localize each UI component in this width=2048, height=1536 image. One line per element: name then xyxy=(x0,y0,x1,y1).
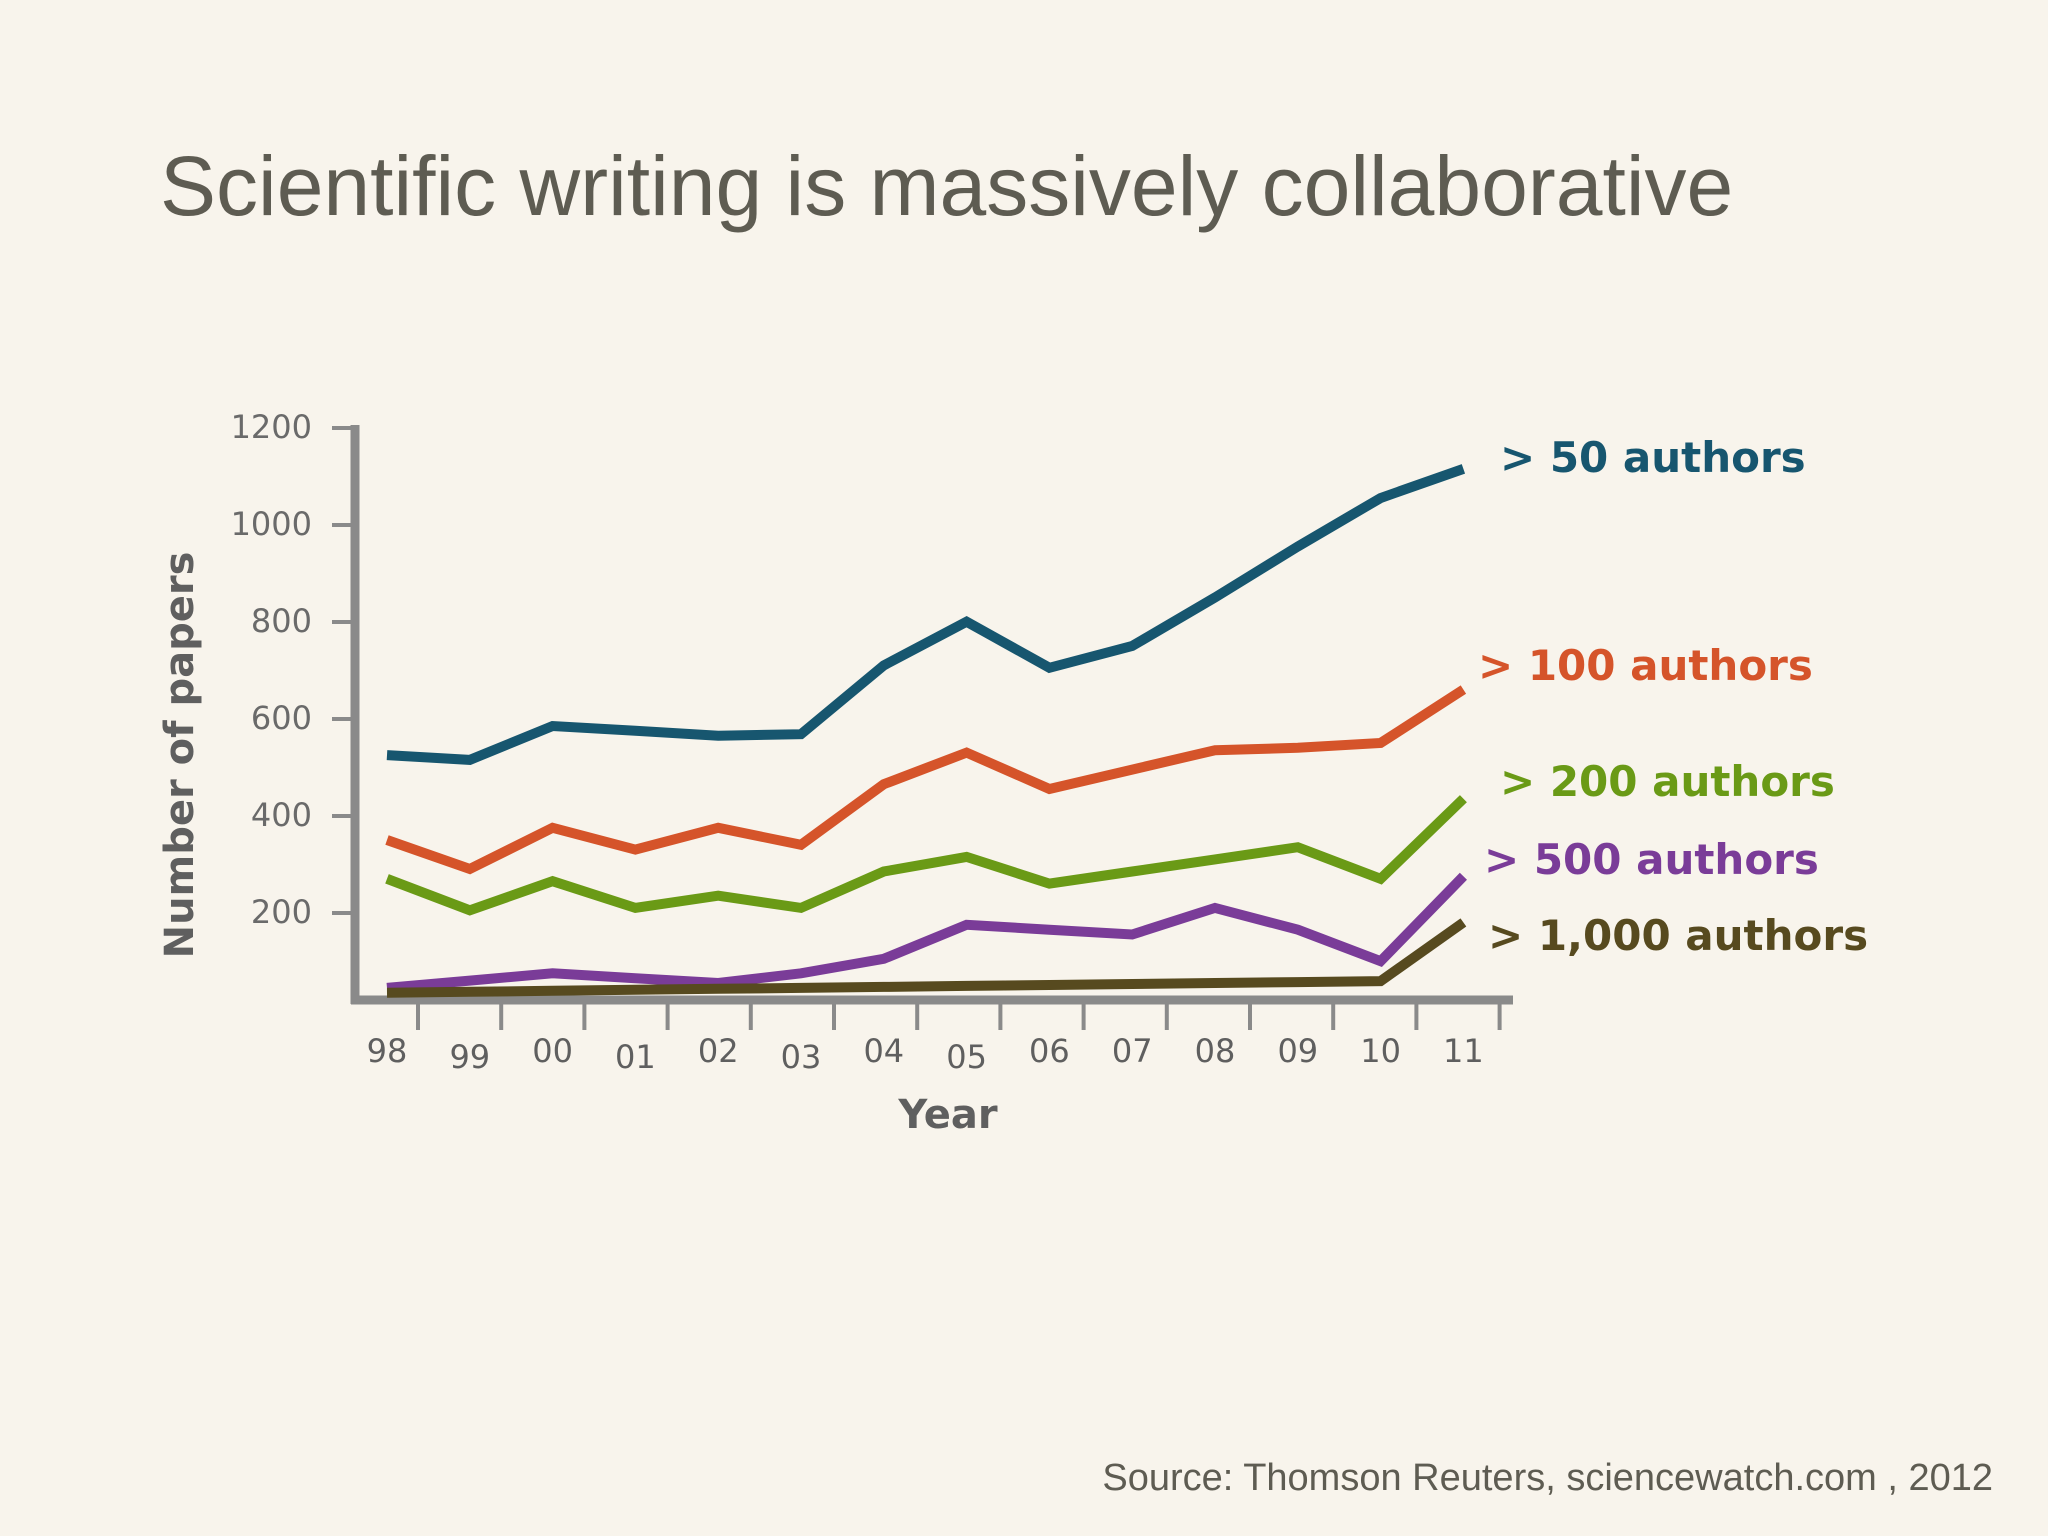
x-tick-label: 01 xyxy=(615,1038,656,1076)
x-tick-label: 05 xyxy=(946,1038,987,1076)
legend-label-1: > 100 authors xyxy=(1478,641,1813,690)
legend-label-4: > 1,000 authors xyxy=(1488,911,1868,960)
series-lines xyxy=(385,464,1467,998)
x-axis: 98 99 00 01 02 03 04 05 06 07 08 09 10 11 xyxy=(351,995,1513,1076)
x-tick-label: 04 xyxy=(863,1032,904,1070)
legend-label-3: > 500 authors xyxy=(1484,835,1819,884)
x-tick-label: 10 xyxy=(1360,1032,1401,1070)
x-tick-label: 09 xyxy=(1277,1032,1318,1070)
y-tick-label: 200 xyxy=(251,893,312,931)
source-citation: Source: Thomson Reuters, sciencewatch.co… xyxy=(1102,1457,1993,1499)
legend-label-0: > 50 authors xyxy=(1500,433,1806,482)
x-tick-label: 07 xyxy=(1112,1032,1153,1070)
series-line-0 xyxy=(386,464,1466,765)
y-tick-label: 1200 xyxy=(231,408,312,446)
x-tick-label: 98 xyxy=(367,1032,408,1070)
series-line-2 xyxy=(385,795,1467,916)
slide-title: Scientific writing is massively collabor… xyxy=(160,139,1734,233)
y-tick-label: 800 xyxy=(251,602,312,640)
x-tick-label: 03 xyxy=(781,1038,822,1076)
legend: > 50 authors > 100 authors > 200 authors > … xyxy=(1478,433,1868,960)
x-tick-label: 06 xyxy=(1029,1032,1070,1070)
x-tick-label: 02 xyxy=(698,1032,739,1070)
series-line-3 xyxy=(386,872,1467,993)
y-tick-label: 1000 xyxy=(231,505,312,543)
x-axis-label: Year xyxy=(897,1092,997,1138)
x-tick-label: 08 xyxy=(1195,1032,1236,1070)
x-tick-label: 11 xyxy=(1443,1032,1484,1070)
series-line-1 xyxy=(385,685,1467,875)
y-axis-label: Number of papers xyxy=(157,552,203,959)
y-tick-label: 400 xyxy=(251,796,312,834)
x-tick-label: 00 xyxy=(532,1032,573,1070)
legend-label-2: > 200 authors xyxy=(1500,757,1835,806)
y-axis: 200 400 600 800 1000 1200 xyxy=(231,408,360,1004)
x-tick-label: 99 xyxy=(449,1038,490,1076)
y-tick-label: 600 xyxy=(251,699,312,737)
series-line-4 xyxy=(386,918,1467,998)
